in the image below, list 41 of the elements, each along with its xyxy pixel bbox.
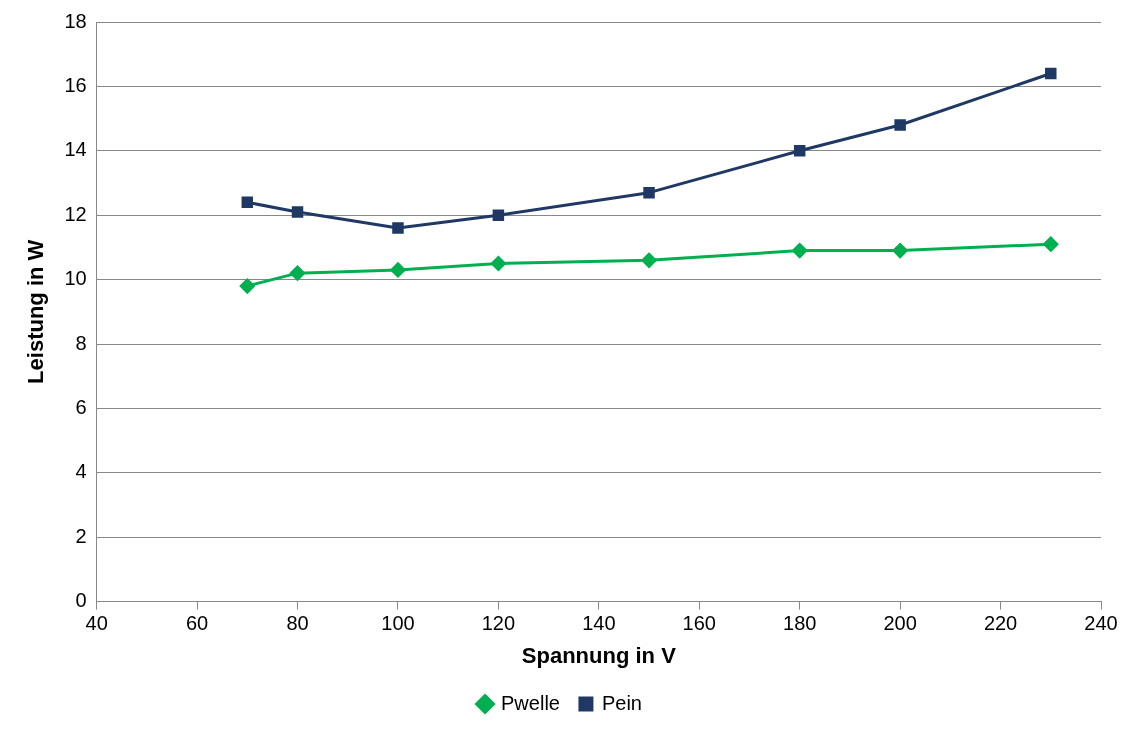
y-tick-label: 8	[75, 331, 87, 354]
point	[643, 186, 655, 199]
x-tick-label: 180	[783, 612, 817, 635]
y-tick-label: 14	[64, 138, 87, 161]
y-tick-label: 12	[64, 202, 87, 225]
legend-label: Pein	[601, 691, 642, 714]
x-tick-label: 140	[582, 612, 616, 635]
y-tick-label: 6	[75, 395, 87, 418]
point	[641, 252, 657, 268]
x-tick-label: 80	[286, 612, 309, 635]
x-tick-label: 60	[185, 612, 209, 635]
y-tick-label: 16	[64, 73, 87, 96]
x-tick-label: 100	[381, 612, 415, 635]
y-tick-label: 2	[75, 524, 87, 547]
point	[239, 278, 255, 294]
y-tick-label: 10	[64, 267, 87, 290]
point	[1043, 236, 1059, 252]
point	[894, 119, 906, 131]
point	[490, 256, 506, 271]
y-tick-label: 0	[75, 589, 87, 612]
point	[892, 243, 908, 259]
point	[241, 196, 254, 209]
y-tick-label: 4	[75, 460, 87, 483]
x-tick-label: 120	[481, 612, 516, 635]
point	[793, 145, 806, 157]
y-tick-label: 18	[64, 9, 87, 32]
point	[792, 243, 808, 259]
point	[390, 262, 406, 278]
point	[392, 222, 404, 234]
point	[1045, 67, 1057, 80]
legend-label: Pwelle	[501, 691, 560, 714]
point	[290, 265, 306, 281]
y-axis-title: Leistung in W	[23, 239, 49, 384]
x-axis-title: Spannung in V	[521, 642, 677, 668]
x-tick-label: 220	[983, 612, 1018, 635]
x-tick-label: 40	[85, 612, 108, 635]
x-tick-label: 200	[883, 612, 917, 635]
x-tick-label: 160	[682, 612, 716, 635]
x-tick-label: 240	[1084, 612, 1118, 635]
point	[492, 209, 505, 221]
point	[291, 206, 304, 218]
